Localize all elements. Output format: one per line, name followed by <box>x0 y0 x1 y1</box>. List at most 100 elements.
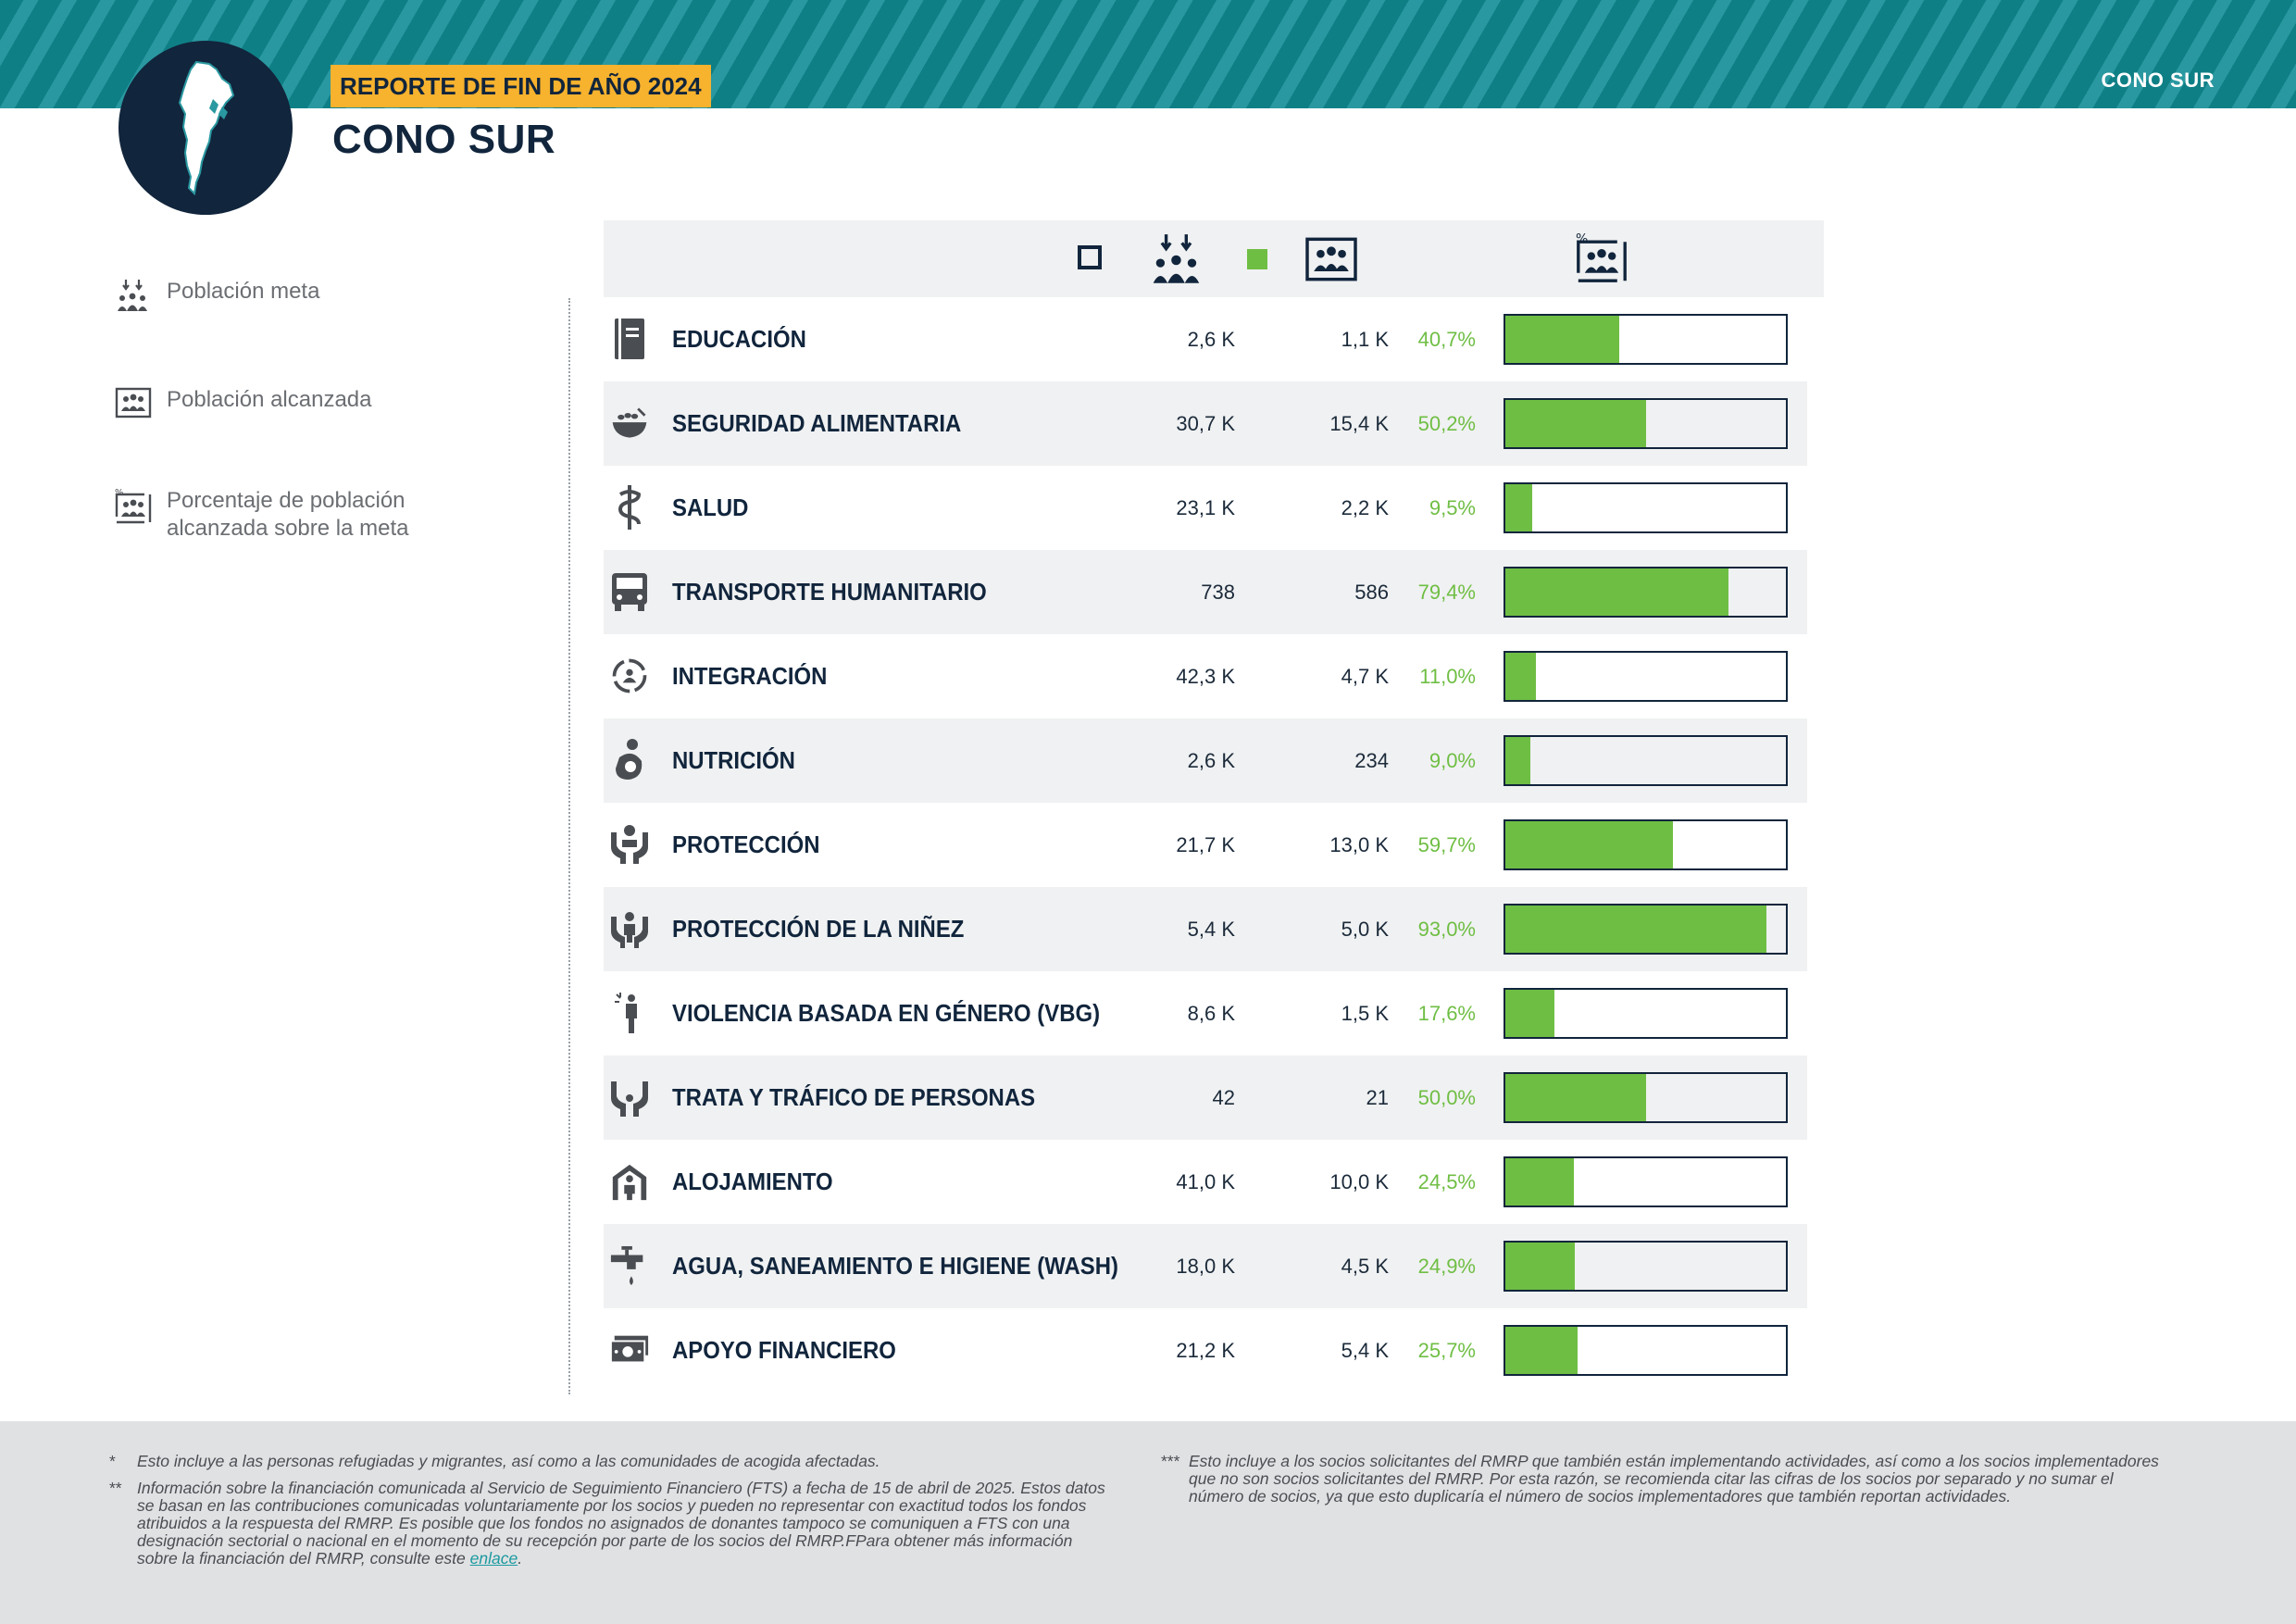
footnote-3-line: que no son socios solicitantes del RMRP.… <box>1189 1469 2114 1488</box>
progress-fill <box>1505 737 1531 784</box>
nutrition-mother-child-icon <box>609 736 650 784</box>
progress-fill <box>1505 568 1728 616</box>
page-title: CONO SUR <box>332 117 556 162</box>
table-row: ALOJAMIENTO 41,0 K 10,0 K 24,5% <box>604 1140 1807 1224</box>
population-reached-icon <box>1304 235 1359 283</box>
progress-fill <box>1505 990 1555 1037</box>
target-value: 18,0 K <box>1176 1255 1235 1278</box>
integration-cycle-icon <box>609 652 650 700</box>
legend-label-line1: Porcentaje de población <box>167 488 406 513</box>
footnote-2-line: se basan en las contribuciones comunicad… <box>137 1496 1087 1515</box>
south-america-map-icon <box>178 60 235 196</box>
percent-value: 11,0% <box>1419 665 1476 688</box>
footnote-3-mark: *** <box>1161 1452 1180 1470</box>
table-row: AGUA, SANEAMIENTO E HIGIENE (WASH) 18,0 … <box>604 1224 1807 1308</box>
footer: * Esto incluye a las personas refugiadas… <box>0 1421 2296 1624</box>
footnote-2: ** Información sobre la financiación com… <box>109 1480 1137 1568</box>
progress-fill <box>1505 821 1673 868</box>
sector-label: SALUD <box>672 493 749 521</box>
vertical-divider <box>568 298 570 1394</box>
water-tap-icon <box>609 1242 650 1290</box>
table-row: SALUD 23,1 K 2,2 K 9,5% <box>604 466 1807 550</box>
reached-value: 4,7 K <box>1341 665 1389 688</box>
footnote-1-mark: * <box>109 1452 116 1470</box>
percent-value: 25,7% <box>1417 1339 1476 1362</box>
legend-item-reached: Población alcanzada <box>115 386 372 419</box>
progress-bar <box>1504 651 1788 702</box>
sector-label: ALOJAMIENTO <box>672 1168 833 1195</box>
progress-fill <box>1505 1158 1575 1206</box>
percent-value: 93,0% <box>1417 918 1476 941</box>
table-row: NUTRICIÓN 2,6 K 234 9,0% <box>604 718 1807 803</box>
bus-icon <box>609 568 650 616</box>
percent-value: 9,5% <box>1429 496 1476 519</box>
progress-fill <box>1505 906 1766 953</box>
progress-bar <box>1504 314 1788 365</box>
legend-label-target: Población meta <box>167 279 320 304</box>
table-row: PROTECCIÓN DE LA NIÑEZ 5,4 K 5,0 K 93,0% <box>604 887 1807 971</box>
progress-fill <box>1505 1243 1576 1290</box>
sector-label: NUTRICIÓN <box>672 746 795 774</box>
gbv-person-icon <box>609 989 650 1037</box>
sector-label: VIOLENCIA BASADA EN GÉNERO (VBG) <box>672 999 1101 1027</box>
legend-label-percentage: Porcentaje de población alcanzada sobre l… <box>167 487 409 543</box>
reached-value: 4,5 K <box>1341 1255 1389 1278</box>
footnote-2-end: . <box>518 1549 523 1568</box>
target-value: 2,6 K <box>1187 749 1235 772</box>
sector-label: AGUA, SANEAMIENTO E HIGIENE (WASH) <box>672 1252 1118 1280</box>
trafficking-hands-icon <box>609 1073 650 1121</box>
reached-value: 1,1 K <box>1341 328 1389 351</box>
sector-label: SEGURIDAD ALIMENTARIA <box>672 409 962 437</box>
footnote-2-line: designación sectorial o nacional en el m… <box>137 1531 1073 1550</box>
legend-item-target: Población meta <box>115 278 319 315</box>
target-value: 23,1 K <box>1176 496 1235 519</box>
target-value: 21,7 K <box>1176 833 1235 856</box>
sector-label: TRATA Y TRÁFICO DE PERSONAS <box>672 1083 1036 1111</box>
target-value: 42,3 K <box>1176 665 1235 688</box>
table-header: % <box>604 220 1824 297</box>
percent-value: 9,0% <box>1429 749 1476 772</box>
progress-bar <box>1504 398 1788 449</box>
progress-fill <box>1505 653 1537 700</box>
reached-value: 10,0 K <box>1329 1170 1389 1193</box>
percent-value: 24,9% <box>1417 1255 1476 1278</box>
target-population-icon <box>1148 231 1207 289</box>
progress-bar <box>1504 904 1788 955</box>
child-protection-icon <box>609 905 650 953</box>
percentage-reached-icon: % <box>115 488 152 524</box>
progress-bar <box>1504 819 1788 870</box>
reached-value: 586 <box>1354 581 1389 604</box>
table-row: PROTECCIÓN 21,7 K 13,0 K 59,7% <box>604 803 1807 887</box>
region-map-badge <box>119 41 293 215</box>
progress-bar <box>1504 1072 1788 1123</box>
footnote-1: * Esto incluye a las personas refugiadas… <box>109 1452 1137 1470</box>
svg-text:%: % <box>115 488 124 498</box>
progress-bar <box>1504 482 1788 533</box>
target-value: 42 <box>1212 1086 1235 1109</box>
progress-fill <box>1505 316 1620 363</box>
percent-value: 17,6% <box>1417 1002 1476 1025</box>
sector-table: EDUCACIÓN 2,6 K 1,1 K 40,7% SEGURIDAD AL… <box>604 297 1807 1393</box>
target-value: 5,4 K <box>1187 918 1235 941</box>
sector-label: EDUCACIÓN <box>672 325 806 353</box>
progress-bar <box>1504 1156 1788 1207</box>
funding-info-link[interactable]: enlace <box>469 1549 518 1568</box>
shelter-icon <box>609 1157 650 1206</box>
sector-label: PROTECCIÓN DE LA NIÑEZ <box>672 915 965 943</box>
food-bowl-icon <box>609 399 650 447</box>
percent-value: 50,0% <box>1417 1086 1476 1109</box>
percent-value: 59,7% <box>1417 833 1476 856</box>
table-row: SEGURIDAD ALIMENTARIA 30,7 K 15,4 K 50,2… <box>604 381 1807 466</box>
population-reached-icon <box>115 387 152 418</box>
table-row: EDUCACIÓN 2,6 K 1,1 K 40,7% <box>604 297 1807 381</box>
percentage-reached-icon: % <box>1574 231 1629 283</box>
report-badge: REPORTE DE FIN DE AÑO 2024 <box>331 65 711 107</box>
footnote-3: *** Esto incluye a los socios solicitant… <box>1161 1453 2207 1505</box>
legend-label-reached: Población alcanzada <box>167 387 372 412</box>
footnote-1-text: Esto incluye a las personas refugiadas y… <box>137 1452 880 1470</box>
progress-bar <box>1504 567 1788 618</box>
reached-value: 5,4 K <box>1341 1339 1389 1362</box>
table-row: TRATA Y TRÁFICO DE PERSONAS 42 21 50,0% <box>604 1056 1807 1140</box>
sector-label: PROTECCIÓN <box>672 831 820 858</box>
percent-value: 79,4% <box>1417 581 1476 604</box>
